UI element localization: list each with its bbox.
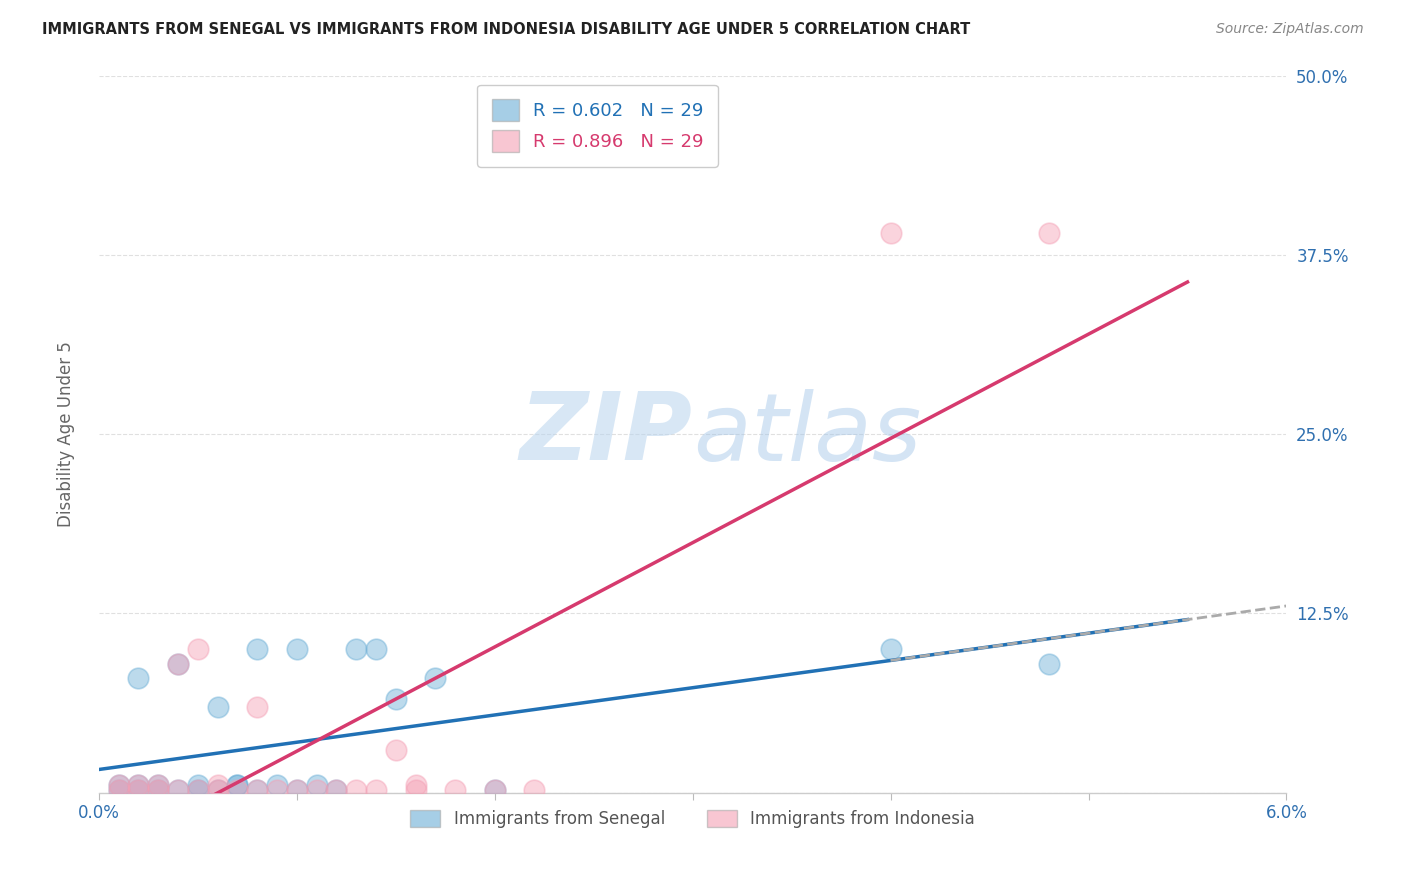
Point [425, 671, 447, 685]
Point [325, 782, 347, 797]
Point [266, 779, 288, 793]
Point [127, 779, 149, 793]
Point [1038, 657, 1060, 671]
Point [148, 782, 170, 797]
Text: IMMIGRANTS FROM SENEGAL VS IMMIGRANTS FROM INDONESIA DISABILITY AGE UNDER 5 CORR: IMMIGRANTS FROM SENEGAL VS IMMIGRANTS FR… [42, 22, 970, 37]
Point [405, 779, 427, 793]
Point [246, 642, 269, 657]
Y-axis label: Disability Age Under 5: Disability Age Under 5 [58, 341, 75, 527]
Point [148, 779, 170, 793]
Point [127, 671, 149, 685]
Point [484, 782, 506, 797]
Point [148, 779, 170, 793]
Point [246, 782, 269, 797]
Point [444, 782, 467, 797]
Point [484, 782, 506, 797]
Point [344, 642, 367, 657]
Point [266, 782, 288, 797]
Point [127, 782, 149, 797]
Point [344, 782, 367, 797]
Point [207, 782, 229, 797]
Point [285, 782, 308, 797]
Text: Source: ZipAtlas.com: Source: ZipAtlas.com [1216, 22, 1364, 37]
Point [384, 692, 406, 706]
Text: atlas: atlas [693, 389, 921, 480]
Point [167, 782, 190, 797]
Point [305, 782, 328, 797]
Text: ZIP: ZIP [520, 388, 693, 480]
Point [246, 782, 269, 797]
Point [127, 782, 149, 797]
Point [879, 642, 901, 657]
Point [187, 782, 209, 797]
Point [226, 779, 249, 793]
Point [187, 779, 209, 793]
Point [107, 779, 129, 793]
Point [879, 227, 901, 241]
Point [167, 782, 190, 797]
Point [384, 742, 406, 756]
Point [207, 699, 229, 714]
Point [167, 657, 190, 671]
Point [1038, 227, 1060, 241]
Point [207, 782, 229, 797]
Point [167, 657, 190, 671]
Point [107, 779, 129, 793]
Point [226, 779, 249, 793]
Point [127, 779, 149, 793]
Point [226, 782, 249, 797]
Point [285, 782, 308, 797]
Point [285, 642, 308, 657]
Legend: Immigrants from Senegal, Immigrants from Indonesia: Immigrants from Senegal, Immigrants from… [404, 803, 981, 835]
Point [405, 782, 427, 797]
Point [523, 782, 546, 797]
Point [305, 779, 328, 793]
Point [364, 782, 387, 797]
Point [107, 782, 129, 797]
Point [148, 782, 170, 797]
Point [187, 642, 209, 657]
Point [364, 642, 387, 657]
Point [187, 782, 209, 797]
Point [207, 779, 229, 793]
Point [246, 699, 269, 714]
Point [107, 782, 129, 797]
Point [325, 782, 347, 797]
